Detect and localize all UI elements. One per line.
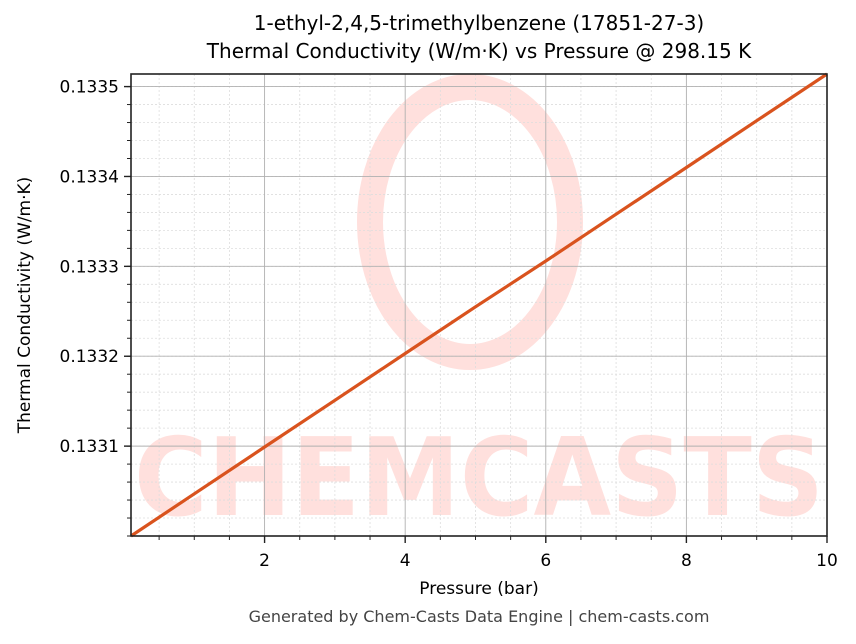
axis-ticks [124, 85, 828, 543]
chart-title-line2: Thermal Conductivity (W/m·K) vs Pressure… [206, 39, 752, 63]
svg-text:6: 6 [540, 551, 551, 571]
plot-frame [130, 73, 828, 537]
svg-text:4: 4 [400, 551, 411, 571]
svg-text:2: 2 [259, 551, 270, 571]
svg-text:CHEMCASTS: CHEMCASTS [134, 416, 824, 541]
svg-text:10: 10 [816, 551, 838, 571]
footer-credit: Generated by Chem-Casts Data Engine | ch… [248, 607, 710, 626]
y-tick-labels: 0.1331 0.1332 0.1333 0.1334 0.1335 [60, 78, 119, 458]
y-axis-label: Thermal Conductivity (W/m·K) [15, 177, 35, 435]
svg-text:8: 8 [681, 551, 692, 571]
chart-title-line1: 1-ethyl-2,4,5-trimethylbenzene (17851-27… [253, 11, 705, 35]
x-tick-labels: 2 4 6 8 10 [259, 551, 838, 571]
svg-text:0.1331: 0.1331 [60, 437, 119, 457]
svg-text:0.1335: 0.1335 [60, 78, 119, 98]
minor-gridlines [131, 74, 827, 537]
chemcasts-watermark: CHEMCASTS [134, 74, 824, 541]
svg-text:0.1334: 0.1334 [60, 167, 119, 187]
data-series-line [130, 72, 828, 538]
x-axis-label: Pressure (bar) [419, 579, 538, 599]
svg-text:0.1333: 0.1333 [60, 257, 119, 277]
svg-text:0.1332: 0.1332 [60, 347, 119, 367]
